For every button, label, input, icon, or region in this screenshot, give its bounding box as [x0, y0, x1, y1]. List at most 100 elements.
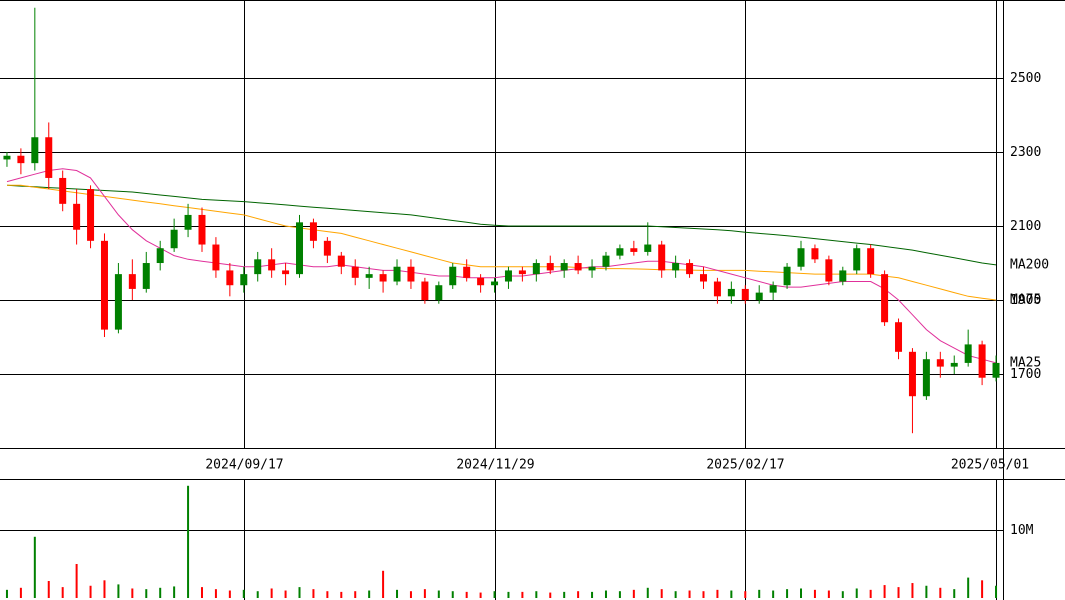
candle-body — [435, 285, 443, 301]
volume-bar — [730, 590, 733, 598]
candle-body — [100, 240, 108, 330]
candle-body — [825, 259, 833, 282]
volume-bar — [187, 485, 190, 598]
candle-body — [992, 362, 1000, 378]
candle-body — [867, 248, 875, 275]
candle-body — [142, 263, 150, 289]
volume-bar — [702, 591, 705, 598]
candle-body — [881, 274, 889, 323]
x-tick-label: 2024/11/29 — [456, 458, 534, 473]
volume-bar — [131, 588, 134, 598]
volume-bar — [159, 587, 162, 598]
volume-bar — [340, 591, 343, 598]
candle-body — [198, 214, 206, 245]
candle-body — [783, 266, 791, 286]
candle-body — [686, 263, 694, 275]
candle-body — [518, 270, 526, 275]
volume-bar — [465, 591, 468, 598]
volume-bar — [604, 590, 607, 598]
volume-bar — [117, 584, 120, 598]
volume-bar — [869, 589, 872, 598]
candle-body — [588, 266, 596, 271]
volume-bar — [242, 589, 245, 598]
volume-bar — [995, 585, 998, 598]
volume-bar — [103, 580, 106, 598]
candle-body — [87, 189, 95, 241]
candle-body — [463, 266, 471, 278]
candle-body — [309, 222, 317, 241]
volume-bar — [577, 591, 580, 598]
candle-body — [546, 263, 554, 271]
volume-bar — [549, 592, 552, 598]
candle-body — [3, 155, 11, 160]
candle-body — [268, 259, 276, 271]
candle-body — [630, 248, 638, 252]
candle-body — [713, 281, 721, 297]
candle-body — [156, 248, 164, 264]
volume-bar — [883, 585, 886, 598]
volume-bar — [744, 591, 747, 598]
volume-bar — [618, 591, 621, 598]
y-tick-label: 1900 — [1010, 293, 1041, 308]
volume-bar — [758, 589, 761, 598]
volume-bar — [19, 587, 22, 598]
y-tick-label: 2300 — [1010, 145, 1041, 160]
volume-bar — [256, 591, 259, 598]
candle-body — [853, 248, 861, 271]
volume-bar — [61, 587, 64, 598]
x-tick-label: 2025/02/17 — [706, 458, 784, 473]
y-tick-label: 2100 — [1010, 219, 1041, 234]
volume-bar — [800, 588, 803, 598]
volume-bar — [284, 590, 287, 598]
candle-body — [421, 281, 429, 301]
volume-bar — [521, 591, 524, 598]
candle-body — [978, 344, 986, 378]
volume-bar — [298, 587, 301, 598]
volume-bar — [47, 580, 50, 598]
candle-body — [184, 214, 192, 230]
volume-bar — [591, 591, 594, 598]
candle-body — [407, 266, 415, 282]
volume-bar — [5, 589, 8, 598]
volume-bar — [228, 590, 231, 598]
volume-bar — [911, 583, 914, 598]
candle-body — [769, 285, 777, 293]
volume-bar — [897, 587, 900, 598]
volume-bar — [396, 589, 399, 598]
candle-body — [672, 263, 680, 271]
ma-line — [6, 168, 997, 364]
volume-bar — [493, 591, 496, 598]
volume-bar — [813, 589, 816, 598]
candle-body — [351, 266, 359, 278]
volume-bar — [646, 587, 649, 598]
volume-bar — [173, 586, 176, 598]
volume-bar — [451, 591, 454, 598]
candle-body — [114, 274, 122, 330]
volume-bar — [925, 585, 928, 598]
candle-body — [59, 177, 67, 204]
legend-label: MA25 — [1010, 355, 1041, 370]
candle-body — [727, 288, 735, 297]
candle-body — [170, 229, 178, 249]
y-tick-label: 2500 — [1010, 71, 1041, 86]
candle-body — [240, 274, 248, 286]
ma-line — [6, 184, 997, 266]
volume-bar — [326, 591, 329, 598]
candle-body — [658, 244, 666, 271]
candle-body — [296, 222, 304, 275]
volume-bar — [89, 585, 92, 598]
x-tick-label: 2024/09/17 — [205, 458, 283, 473]
candle-body — [282, 270, 290, 275]
legend-label: MA200 — [1010, 257, 1049, 272]
candle-body — [755, 292, 763, 301]
volume-bar — [214, 589, 217, 598]
volume-bar — [939, 587, 942, 598]
volume-bar — [354, 591, 357, 598]
candle-body — [128, 274, 136, 289]
volume-bar — [368, 590, 371, 598]
volume-bar — [827, 590, 830, 598]
candle-body — [323, 240, 331, 256]
candle-body — [936, 359, 944, 367]
candle-body — [393, 266, 401, 282]
